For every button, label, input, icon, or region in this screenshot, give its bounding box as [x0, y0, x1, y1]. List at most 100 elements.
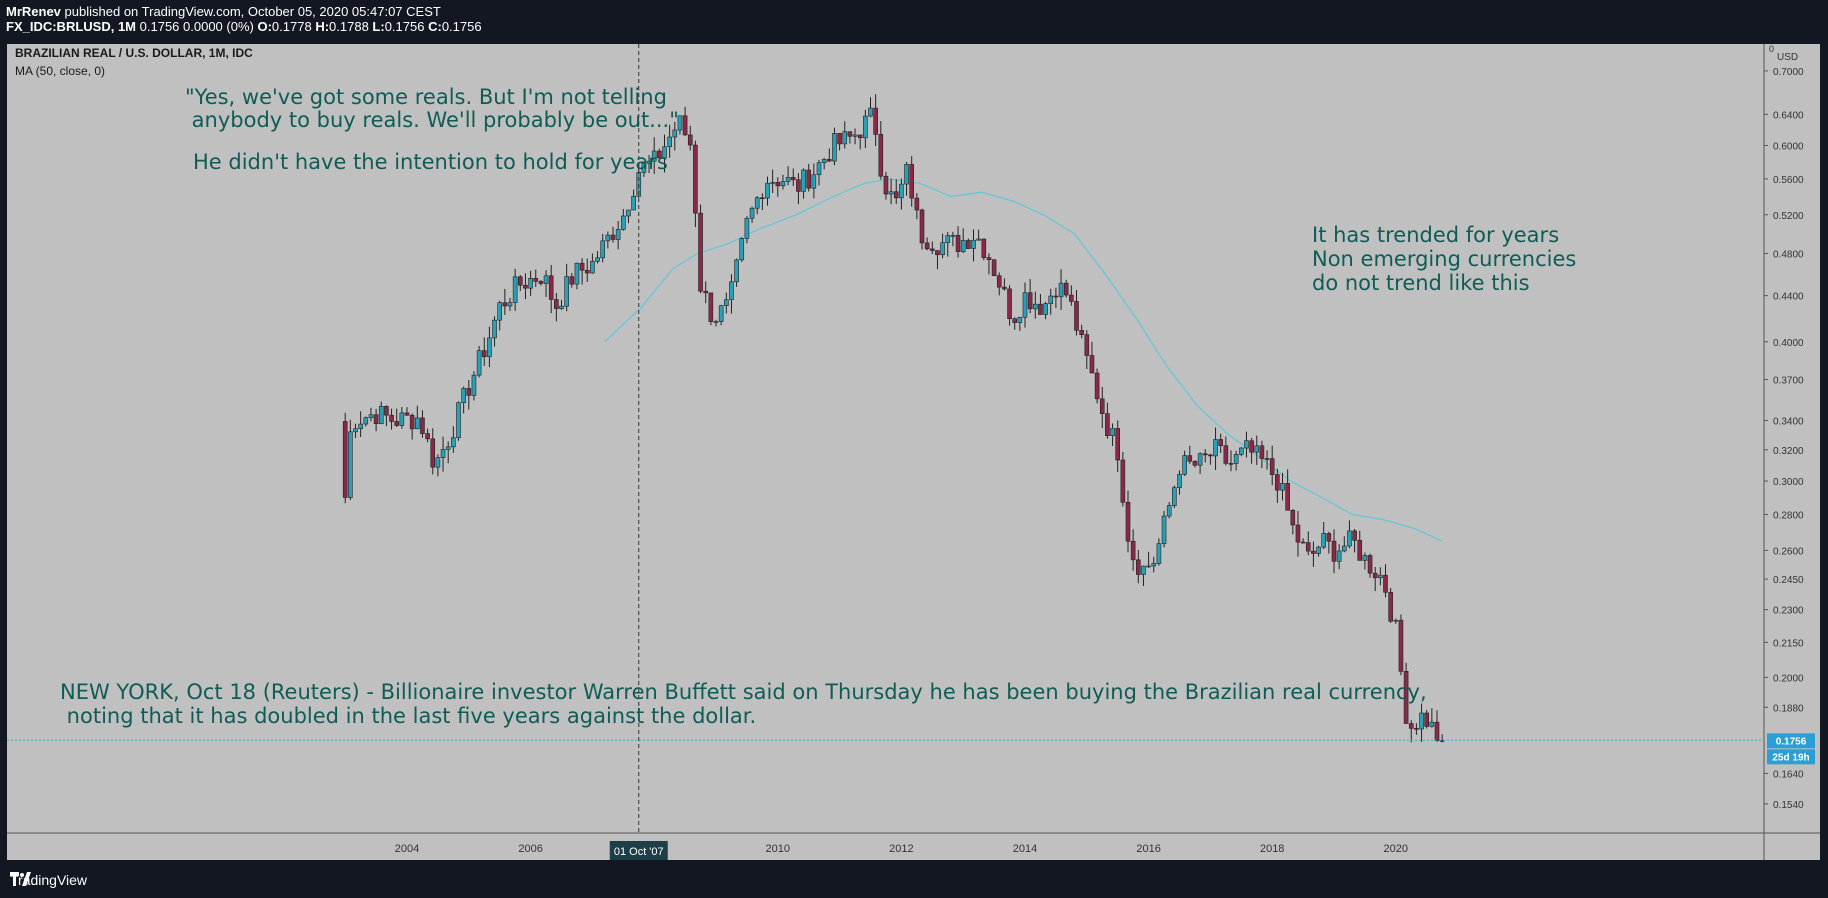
candle-body: [1275, 474, 1280, 491]
price-axis-top-label: 0: [1769, 44, 1774, 54]
price-tick-label: 0.1640: [1773, 769, 1804, 780]
candle: [435, 454, 441, 477]
candle: [420, 410, 425, 438]
candle: [543, 270, 549, 298]
legend-indicator[interactable]: MA (50, close, 0): [15, 64, 106, 78]
candle: [1269, 445, 1275, 486]
candle: [1239, 447, 1244, 457]
candle-body: [517, 276, 523, 286]
candle-body: [868, 107, 873, 117]
candle: [1429, 708, 1435, 728]
candle-body: [842, 131, 848, 145]
price-tick-label: 0.3700: [1773, 376, 1804, 387]
candle: [1403, 662, 1409, 724]
candle: [1408, 720, 1414, 743]
candle-body: [430, 438, 436, 468]
candle: [760, 193, 765, 211]
candle-body: [492, 319, 497, 339]
candle: [569, 273, 575, 288]
candle-body: [1331, 540, 1337, 562]
candle-body: [765, 182, 770, 199]
candle: [682, 106, 688, 136]
candle: [378, 401, 384, 425]
candle-body: [723, 299, 729, 306]
candle-body: [1429, 721, 1435, 727]
candle-body: [1146, 565, 1151, 568]
candle: [790, 168, 796, 187]
candle-body: [1336, 550, 1342, 562]
candle-body: [605, 234, 611, 242]
ohlc-high-key: H:: [315, 19, 330, 34]
chart-panel[interactable]: 0.7000 0.6400 0.6000 0.5600 0.5200 0.4800 0.44…: [7, 44, 1820, 860]
time-tick-label: 2016: [1136, 843, 1160, 855]
candle-body: [1223, 445, 1229, 464]
candle: [559, 299, 564, 310]
candle: [1414, 723, 1419, 735]
candle-body: [1254, 445, 1260, 453]
candle: [1058, 269, 1064, 310]
candle: [1393, 618, 1399, 624]
candle-body: [698, 212, 703, 292]
candle: [960, 228, 966, 254]
time-tick-label: 2004: [395, 843, 419, 855]
candle: [1367, 553, 1373, 578]
candle-body: [1151, 563, 1157, 567]
candle-body: [646, 160, 652, 164]
candle: [765, 176, 770, 206]
ma-50-line: [604, 178, 1443, 542]
chart-legend[interactable]: BRAZILIAN REAL / U.S. DOLLAR, 1M, IDC MA…: [15, 46, 253, 78]
candle-body: [451, 437, 456, 448]
candle-body: [1053, 295, 1059, 298]
candle-body: [1424, 712, 1429, 727]
candle: [842, 121, 848, 149]
candle-body: [414, 417, 420, 430]
candle: [456, 401, 461, 441]
candle-body: [976, 238, 981, 241]
candle: [600, 233, 606, 263]
candle: [440, 436, 446, 472]
candle: [538, 280, 544, 286]
candle: [888, 178, 894, 205]
candle-body: [1141, 565, 1146, 575]
candle-body: [610, 234, 616, 240]
time-tick-label: 2014: [1013, 843, 1037, 855]
candle-body: [1017, 316, 1023, 323]
candle-body: [749, 207, 755, 219]
candle-body: [1408, 723, 1414, 729]
candle: [713, 319, 719, 327]
candle-body: [832, 133, 837, 162]
candle-body: [373, 414, 379, 425]
candle: [342, 412, 348, 504]
candle: [1151, 556, 1157, 573]
crosshair-date-label: 01 Oct '07: [614, 846, 664, 858]
candle-body: [1007, 288, 1012, 320]
publisher-name[interactable]: MrRenev: [6, 4, 61, 19]
candle: [481, 337, 487, 366]
price-tick-label: 0.1540: [1773, 800, 1804, 811]
annotation-reuters: NEW YORK, Oct 18 (Reuters) - Billionaire…: [60, 680, 1427, 728]
candle-body: [899, 183, 904, 199]
candle-body: [826, 159, 832, 162]
candle-body: [1239, 447, 1244, 455]
price-tick-label: 0.3000: [1773, 477, 1804, 488]
candle-body: [507, 302, 513, 307]
candle: [476, 345, 482, 378]
candle: [1419, 703, 1424, 742]
candle: [1048, 288, 1054, 315]
candle-body: [878, 134, 884, 177]
candle-body: [456, 402, 461, 439]
price-tick-label: 0.2600: [1773, 546, 1804, 557]
candle-body: [1264, 458, 1270, 460]
candle-body: [1161, 515, 1167, 544]
candle-body: [883, 175, 889, 195]
ohlc-close-key: C:: [428, 19, 442, 34]
candle: [554, 293, 559, 322]
candle: [826, 148, 832, 163]
ohlc-open-value: 0.1778: [271, 19, 312, 34]
candle: [487, 326, 492, 368]
candle: [1388, 588, 1393, 624]
footer-branding[interactable]: TradingView: [10, 872, 87, 888]
price-chart[interactable]: 0.7000 0.6400 0.6000 0.5600 0.5200 0.4800 0.44…: [7, 44, 1820, 860]
candle: [445, 441, 451, 464]
candle-body: [476, 350, 482, 376]
